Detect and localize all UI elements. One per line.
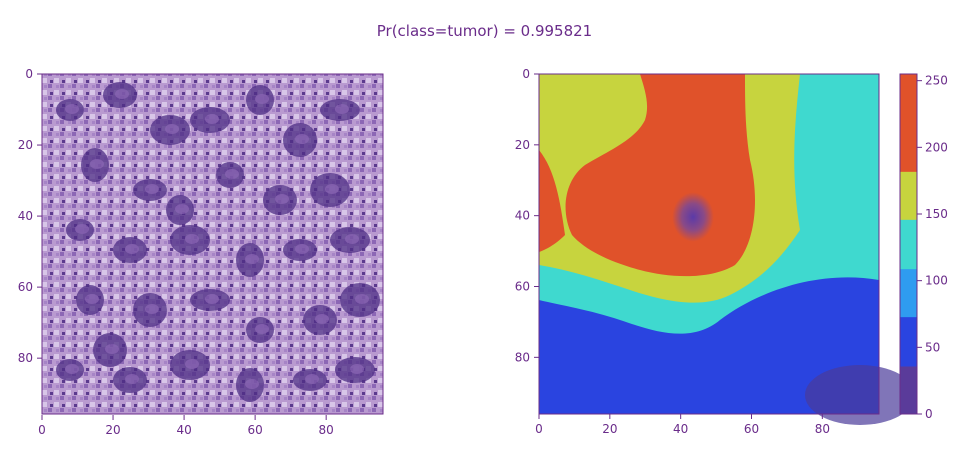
right-ytick-label-0: 0 (522, 67, 530, 81)
tissue-nucleus-core (245, 379, 259, 389)
right-y-axis: 0 20 40 60 80 (515, 67, 539, 364)
right-ytick-label-80: 80 (515, 350, 530, 364)
left-x-axis: 0 20 40 60 80 (38, 415, 334, 437)
tissue-nucleus-core (75, 224, 89, 234)
tissue-nuclei (56, 82, 380, 402)
tissue-nucleus-core (65, 364, 79, 374)
colorbar-tick-label-150: 150 (925, 207, 948, 221)
tissue-nucleus-core (205, 114, 219, 124)
tissue-nucleus-core (295, 134, 309, 144)
left-ytick-label-0: 0 (25, 67, 33, 81)
tissue-nucleus-core (205, 294, 219, 304)
tissue-nucleus-core (90, 159, 104, 169)
tissue-nucleus-core (335, 104, 349, 114)
heatmap-red-left-edge (539, 150, 565, 252)
tissue-nucleus-core (115, 89, 129, 99)
tissue-nucleus-core (125, 244, 139, 254)
tissue-nucleus-core (185, 359, 199, 369)
tissue-nucleus-core (185, 234, 199, 244)
colorbar-level-6 (900, 74, 917, 123)
right-ytick-label-60: 60 (515, 280, 530, 294)
tissue-nucleus-core (125, 374, 139, 384)
colorbar-tick-label-0: 0 (925, 407, 933, 421)
colorbar-level-3 (900, 219, 917, 270)
tissue-nucleus-core (315, 314, 329, 324)
colorbar-level-5 (900, 122, 917, 172)
left-xtick-label-0: 0 (38, 423, 46, 437)
left-y-axis: 0 20 40 60 80 (18, 67, 42, 365)
left-xtick-label-20: 20 (105, 423, 120, 437)
figure-title: Pr(class=tumor) = 0.995821 (376, 22, 593, 40)
tissue-nucleus-core (105, 344, 119, 354)
attention-heatmap-panel: 0 20 40 60 80 0 20 40 60 80 (515, 67, 915, 436)
colorbar-level-1 (900, 316, 917, 367)
right-axes-frame (538, 73, 880, 415)
tissue-nucleus-core (165, 124, 179, 134)
left-ytick-label-80: 80 (18, 351, 33, 365)
tissue-nucleus-core (295, 244, 309, 254)
tissue-nucleus-core (350, 364, 364, 374)
tissue-nucleus-core (345, 234, 359, 244)
tissue-nucleus-core (255, 324, 269, 334)
tissue-nucleus-core (225, 169, 239, 179)
colorbar-frame (899, 73, 918, 415)
colorbar-tick-label-100: 100 (925, 274, 948, 288)
tissue-nucleus-core (355, 294, 369, 304)
heatmap-peak (661, 179, 725, 255)
tissue-nucleus-core (85, 294, 99, 304)
right-xtick-label-40: 40 (673, 422, 688, 436)
tissue-nucleus-core (145, 304, 159, 314)
right-ytick-label-40: 40 (515, 209, 530, 223)
colorbar-level-4 (900, 171, 917, 220)
tissue-image-panel: 0 20 40 60 80 0 20 40 60 80 (18, 67, 384, 437)
right-ytick-label-20: 20 (515, 138, 530, 152)
colorbar-axis: 0 50 100 150 200 250 (917, 74, 948, 421)
left-ytick-label-60: 60 (18, 280, 33, 294)
tissue-nucleus-core (255, 94, 269, 104)
tissue-nucleus-core (245, 254, 259, 264)
left-ytick-label-40: 40 (18, 209, 33, 223)
colorbar-tick-label-50: 50 (925, 340, 940, 354)
left-xtick-label-40: 40 (176, 423, 191, 437)
tissue-nucleus-core (305, 374, 319, 384)
left-xtick-label-80: 80 (319, 423, 334, 437)
right-xtick-label-20: 20 (602, 422, 617, 436)
tissue-nucleus-core (145, 184, 159, 194)
left-xtick-label-60: 60 (247, 423, 262, 437)
right-xtick-label-80: 80 (815, 422, 830, 436)
right-xtick-label-60: 60 (744, 422, 759, 436)
heatmap-minimum-region (805, 365, 915, 425)
right-xtick-label-0: 0 (535, 422, 543, 436)
tissue-nucleus-core (175, 204, 189, 214)
tissue-nucleus-core (65, 104, 79, 114)
left-ytick-label-20: 20 (18, 138, 33, 152)
tissue-nucleus-core (275, 194, 289, 204)
right-x-axis: 0 20 40 60 80 (535, 414, 830, 436)
tissue-nucleus-core (325, 184, 339, 194)
colorbar: 0 50 100 150 200 250 (899, 73, 948, 421)
colorbar-level-0 (900, 366, 917, 415)
colorbar-tick-label-200: 200 (925, 140, 948, 154)
left-axes-frame (41, 73, 384, 415)
colorbar-level-2 (900, 268, 917, 318)
colorbar-tick-label-250: 250 (925, 74, 948, 88)
